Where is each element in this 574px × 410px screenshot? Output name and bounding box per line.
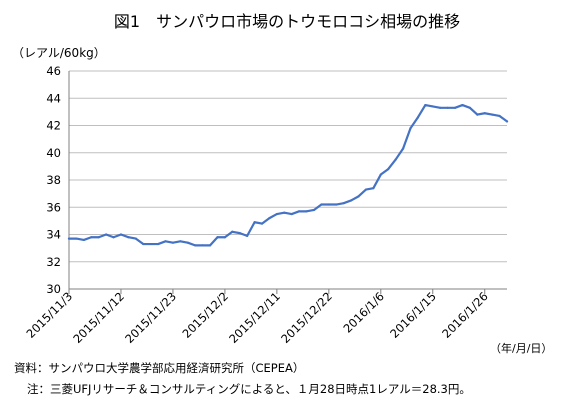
data-point [416,116,420,119]
data-point [216,236,219,239]
data-point [350,199,353,202]
x-tick-label: 2015/11/12 [70,289,127,346]
data-point [223,236,226,239]
data-point [142,242,145,246]
chart-title: 図1 サンパウロ市場のトウモロコシ相場の推移 [113,12,461,31]
data-point [112,236,115,239]
axes [68,71,507,294]
data-point [97,236,100,239]
data-point [453,106,457,109]
data-point [483,112,486,115]
y-tick-label: 46 [46,64,61,78]
data-point [164,240,167,243]
data-point [246,234,249,237]
series-layer [67,103,509,247]
x-tick-label: 2016/1/26 [439,289,491,341]
x-tick-label: 2016/1/6 [340,289,386,335]
x-axis-unit-label: （年/月/日） [490,342,553,355]
data-point [327,203,330,206]
data-point [75,237,78,240]
y-tick-label: 36 [46,200,61,214]
y-axis-unit-label: （レアル/60kg） [12,46,106,60]
data-point [231,230,234,233]
data-point [320,203,323,206]
data-point [186,241,189,244]
data-point [424,103,427,107]
data-point [387,168,390,171]
data-point [446,106,449,109]
x-tick-label: 2015/12/11 [226,289,283,346]
data-point [342,202,345,205]
data-point [194,244,197,247]
data-point [461,103,464,107]
data-point [364,188,368,191]
data-point [201,244,204,247]
data-point [268,217,271,220]
x-tick-label: 2015/11/3 [24,289,76,341]
y-tick-label: 34 [46,228,61,242]
data-point [67,237,71,240]
exchange-rate-note: 注：三菱UFJリサーチ＆コンサルティングによると、１月28日時点1レアル＝28.… [27,382,471,396]
data-point [468,106,471,109]
data-point [431,105,434,108]
x-tick-label: 2015/11/23 [122,289,179,346]
data-point [149,242,152,246]
data-point [335,203,338,206]
x-tick-label: 2016/1/15 [387,289,439,341]
y-tick-label: 44 [46,91,61,105]
data-point [372,187,375,190]
data-point [260,222,264,225]
data-point [409,127,412,130]
data-point [401,147,405,150]
data-point [275,212,278,216]
data-point [156,242,160,246]
data-point [253,221,256,224]
x-tick-label: 2015/12/2 [179,289,231,341]
data-point [290,212,293,216]
data-point [439,106,442,109]
data-point [82,238,85,242]
data-point [298,210,301,213]
data-point [357,195,360,198]
data-point [476,113,479,116]
data-point [90,236,93,239]
data-point [134,237,137,240]
x-tick-label: 2015/12/22 [278,289,335,346]
data-point [379,173,382,176]
data-point [171,241,175,244]
data-point [208,244,212,247]
data-point [498,114,501,118]
data-point [238,232,241,235]
y-tick-labels: 30 32 34 36 38 40 42 44 46 [46,64,61,296]
data-point [305,210,308,213]
data-point [505,120,509,123]
data-point [127,236,130,239]
y-tick-label: 30 [46,282,61,296]
data-point [105,233,108,236]
grid-lines [69,70,507,290]
data-point [119,233,123,236]
series-line [67,103,509,247]
y-tick-label: 32 [46,255,61,269]
data-point [394,158,397,161]
data-point [312,208,316,212]
y-tick-label: 38 [46,173,61,187]
data-point [491,113,494,116]
data-point [179,240,182,243]
data-point [283,211,286,214]
y-tick-label: 42 [46,119,61,133]
source-note: 資料：サンパウロ大学農学部応用経済研究所（CEPEA） [14,361,305,375]
y-tick-label: 40 [46,146,61,160]
